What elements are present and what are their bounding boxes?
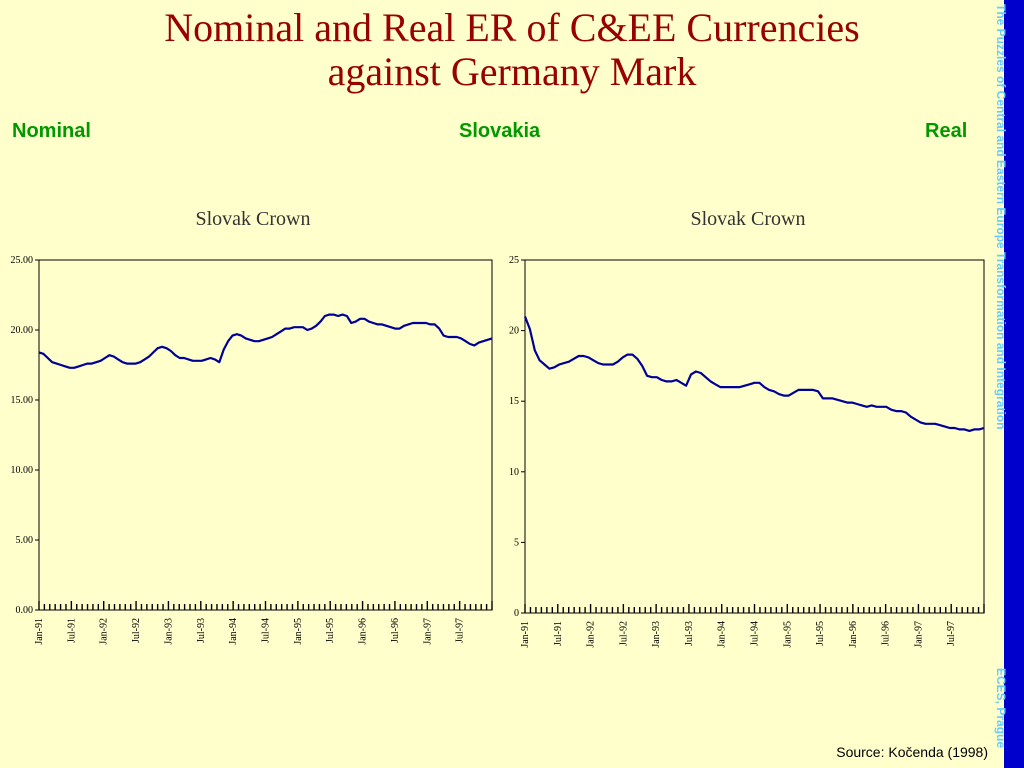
plot-frame: [524, 259, 985, 614]
y-tick-label: 25: [509, 255, 519, 266]
x-tick-label: Jan-93: [651, 621, 662, 648]
x-tick-label: Jan-92: [586, 621, 597, 648]
y-tick-label: 15: [509, 396, 519, 407]
label-real: Real: [925, 120, 968, 142]
x-tick-label: Jul-92: [131, 618, 142, 643]
x-tick-label: Jul-97: [455, 618, 466, 643]
x-tick-label: Jul-93: [684, 621, 695, 646]
label-country: Slovakia: [459, 120, 541, 142]
x-tick-label: Jul-97: [946, 621, 957, 646]
x-tick-label: Jul-95: [815, 621, 826, 646]
y-tick-label: 5: [514, 537, 519, 548]
x-tick-label: Jan-95: [782, 621, 793, 648]
label-nominal: Nominal: [12, 120, 91, 142]
x-tick-label: Jul-93: [196, 618, 207, 643]
x-tick-label: Jul-96: [390, 618, 401, 643]
y-tick-label: 5.00: [16, 535, 34, 546]
x-tick-label: Jul-91: [553, 621, 564, 646]
chart-nominal: Slovak Crown 0.00 5.00 10.00 15.00 20.00 25.00…: [11, 208, 493, 645]
series-line: [38, 313, 493, 369]
x-tick-label: Jul-94: [261, 618, 272, 643]
x-tick-label: Jan-93: [163, 618, 174, 645]
slide-title-line1: Nominal and Real ER of C&EE Currencies: [164, 5, 860, 50]
slide-title-line2: against Germany Mark: [327, 49, 697, 94]
x-tick-label: Jul-96: [881, 621, 892, 646]
x-tick-label: Jul-91: [66, 618, 77, 643]
y-tick-label: 10.00: [11, 465, 34, 476]
sidebar-footer: ECES, Prague: [994, 668, 1008, 749]
x-tick-label: Jul-94: [750, 621, 761, 646]
plot-frame: [38, 259, 493, 611]
x-tick-label: Jul-95: [325, 618, 336, 643]
y-tick-label: 25.00: [11, 255, 34, 266]
x-tick-label: Jan-91: [520, 621, 531, 648]
y-tick-label: 15.00: [11, 395, 34, 406]
sidebar-title: The Puzzles of Central and Eastern Europ…: [994, 4, 1008, 430]
y-tick-label: 20: [509, 326, 519, 337]
x-tick-label: Jan-92: [99, 618, 110, 645]
x-tick-label: Jan-91: [34, 618, 45, 645]
y-tick-label: 10: [509, 467, 519, 478]
source-note: Source: Kočenda (1998): [836, 744, 988, 760]
x-tick-label: Jan-94: [228, 618, 239, 645]
sidebar-bar: [1004, 0, 1024, 768]
chart-title: Slovak Crown: [691, 208, 806, 230]
x-tick-label: Jan-97: [913, 621, 924, 648]
chart-title: Slovak Crown: [196, 208, 311, 230]
x-tick-label: Jan-97: [422, 618, 433, 645]
x-tick-label: Jan-96: [358, 618, 369, 645]
y-tick-label: 0.00: [16, 605, 34, 616]
x-tick-label: Jan-94: [717, 621, 728, 648]
y-tick-label: 20.00: [11, 325, 34, 336]
x-tick-label: Jul-92: [618, 621, 629, 646]
series-line: [523, 316, 985, 432]
x-tick-label: Jan-96: [848, 621, 859, 648]
chart-real: Slovak Crown 0 5 10 15 20 25 Jan-91 Jul-91 Jan-92…: [509, 208, 985, 648]
y-tick-label: 0: [514, 608, 519, 619]
x-tick-label: Jan-95: [293, 618, 304, 645]
slide-title: Nominal and Real ER of C&EE Currencies a…: [0, 6, 1024, 94]
